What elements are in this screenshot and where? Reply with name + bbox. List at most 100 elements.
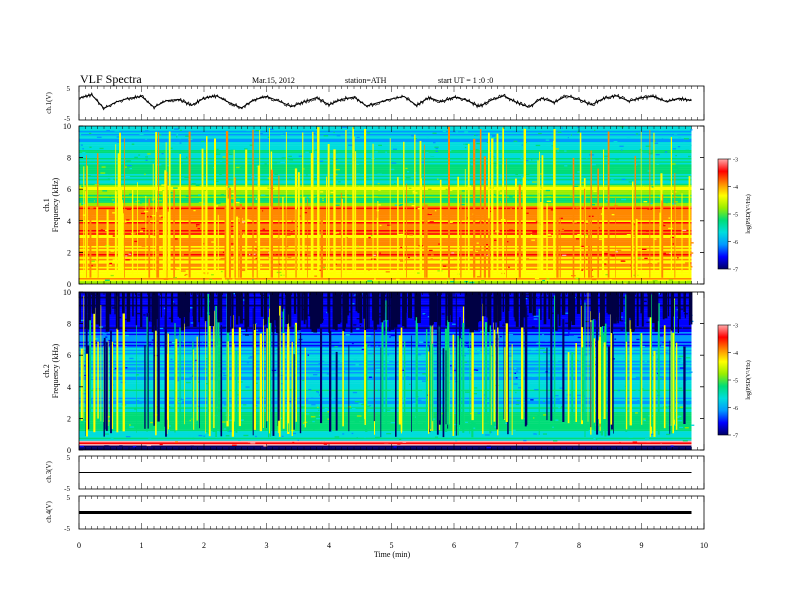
spectrogram-band-row [79,322,692,325]
spectrogram-cell [129,252,133,254]
spectrogram-cell [534,277,540,280]
spectrogram-cell [434,410,439,412]
spectrogram-dark-region [386,292,389,321]
spectrogram-cell [189,419,191,422]
spectrogram-cell [521,269,524,271]
spectrogram-cell [413,403,416,405]
spectrogram-cell [626,137,631,139]
spectrogram-cell [542,145,546,147]
spectrogram-cell [495,362,498,364]
spectrogram-cell [181,254,184,256]
spectrogram-band-row [79,343,692,345]
spectrogram-cell [652,446,656,448]
spectrogram-band-row [79,276,692,279]
spectrogram-cell [552,426,554,428]
spectrogram-cell [173,303,176,305]
spectrogram-band-row [79,420,692,422]
spectrogram-band-row [79,336,692,339]
spectrogram-impulse [122,298,125,432]
spectrogram-cell [330,191,336,194]
spectrogram-impulse [385,300,388,430]
spectrogram-dark-region [319,292,322,324]
figure-title: VLF Spectra [80,72,142,86]
spectrogram-cell [474,387,478,389]
spectrogram-impulse [603,342,606,420]
spectrogram-cell [331,397,332,400]
spectrogram-cell [393,144,397,146]
spectrogram-cell [318,233,323,235]
spectrogram-cell [512,429,516,431]
spectrogram-cell [536,342,541,345]
spectrogram-impulse [238,327,241,427]
spectrogram-dark-region [607,292,611,315]
spectrogram-band-row [79,340,692,342]
spectrogram-cell [271,391,274,393]
spectrogram-cell [365,405,370,407]
spectrogram-cell [312,158,316,160]
spectrogram-cell [425,152,429,154]
spectrogram-cell [195,184,200,186]
spectrogram-cell [561,127,563,129]
spectrogram-band-row [79,373,692,376]
spectrogram-cell [150,421,153,424]
spectrogram-cell [544,340,549,342]
spectrogram-cell [120,280,123,282]
spectrogram-dark-region [616,292,619,321]
spectrogram-cell [161,345,163,348]
spectrogram-impulse [239,215,242,278]
spectrogram-band-row [79,325,692,328]
spectrogram-cell [690,424,695,426]
spectrogram-impulse [659,212,661,278]
spectrogram-cell [112,212,116,214]
spectrogram-impulse [89,316,92,420]
spectrogram-band-row [79,239,692,242]
spectrogram-cell [322,441,325,443]
spectrogram-cell [223,449,228,450]
spectrogram-cell [402,441,404,443]
spectrogram-dark-region [513,292,516,318]
spectrogram-cell [215,153,221,155]
spectrogram-cell [530,349,536,351]
spectrogram-cell [564,334,569,336]
spectrogram-dark-region [548,292,550,320]
spectrogram-cell [352,241,356,243]
spectrogram-cell [635,412,638,414]
spectrogram-cell [613,220,615,222]
colorbar-label: log(PSD(V²/Hz) [745,194,752,233]
spectrogram-band-row [79,399,692,401]
spectrogram-cell [418,341,424,343]
spectrogram-band-row [79,271,692,274]
spectrogram-cell [576,394,581,396]
spectrogram-cell [658,376,664,378]
spectrogram-cell [390,422,396,424]
spectrogram-cell [540,347,545,349]
spectrogram-band-row [79,156,692,159]
spectrogram-cell [676,402,680,404]
spectrogram-cell [482,348,486,350]
spectrogram-band-row [79,214,692,216]
spectrogram-impulse [496,133,499,278]
spectrogram-cell [161,323,166,325]
spectrogram-cell [686,399,689,401]
spectrogram-cell [689,144,692,147]
spectrogram-band-row [79,436,692,438]
spectrogram-cell [369,129,373,131]
spectrogram-impulse [504,347,506,420]
spectrogram-cell [225,435,230,437]
spectrogram-band-row [79,183,692,186]
spectrogram-cell [290,274,294,276]
spectrogram-impulse [259,333,262,432]
spectrogram-cell [443,283,446,284]
spectrogram-impulse [120,189,122,278]
spectrogram-cell [188,292,193,294]
spectrogram-dark-region [664,292,668,319]
spectrogram-dark-region [372,292,374,321]
spectrogram-cell [604,242,608,244]
spectrogram-cell [645,438,649,440]
spectrogram-cell [555,399,560,401]
spectrogram-cell [427,213,432,216]
time-tick-label-2: 2 [202,541,206,550]
spectrogram-impulse [448,126,450,278]
spectrogram-cell [412,190,415,192]
spectrogram-cell [249,356,253,358]
